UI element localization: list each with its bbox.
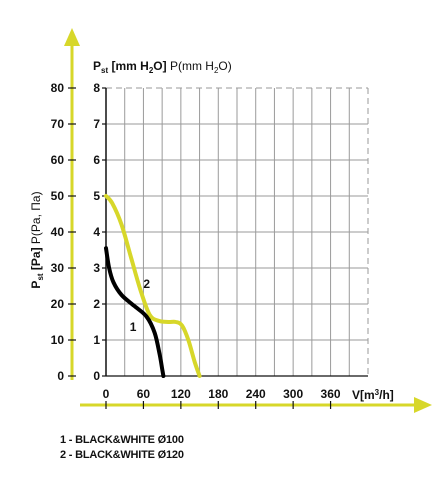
y-tick-label-mmh2o: 2 [93, 297, 100, 311]
legend: 1 - BLACK&WHITE Ø100 2 - BLACK&WHITE Ø12… [60, 434, 184, 461]
y-tick-label-mmh2o: 7 [93, 117, 100, 131]
series-2-line [104, 194, 202, 378]
x-axis-arrow-icon [414, 397, 432, 413]
x-tick-label: 180 [208, 387, 228, 401]
y-tick-label-mmh2o: 6 [93, 153, 100, 167]
x-tick-label: 360 [321, 387, 341, 401]
y-tick-label-pa: 60 [51, 153, 65, 167]
y-tick-label-mmh2o: 0 [93, 369, 100, 383]
y-tick-label-mmh2o: 8 [93, 81, 100, 95]
y-tick-label-pa: 0 [57, 369, 64, 383]
legend-item-2: 2 - BLACK&WHITE Ø120 [60, 449, 184, 461]
y-tick-label-pa: 80 [51, 81, 65, 95]
y-tick-label-mmh2o: 1 [93, 333, 100, 347]
series: 12 [104, 194, 202, 378]
series-2-label: 2 [143, 277, 150, 291]
x-tick-label: 240 [246, 387, 266, 401]
axes [64, 28, 432, 413]
series-1-line [104, 246, 166, 378]
y-axis-title-mmh2o: Pst [mm H2O] P(mm H2O) [93, 59, 232, 75]
series-1-label: 1 [130, 320, 137, 334]
y-tick-label-mmh2o: 5 [93, 189, 100, 203]
y-tick-label-mmh2o: 3 [93, 261, 100, 275]
y-tick-label-pa: 30 [51, 261, 65, 275]
x-axis-title: V[m3/h] [352, 388, 394, 402]
y-tick-label-pa: 50 [51, 189, 65, 203]
legend-item-1: 1 - BLACK&WHITE Ø100 [60, 434, 184, 446]
x-tick-label: 0 [103, 387, 110, 401]
y-tick-label-pa: 10 [51, 333, 65, 347]
y-tick-label-pa: 20 [51, 297, 65, 311]
x-tick-label: 300 [283, 387, 303, 401]
grid [106, 87, 369, 376]
x-tick-label: 60 [137, 387, 151, 401]
y-tick-label-pa: 40 [51, 225, 65, 239]
y-axis-title-pa: Pst [Pa] P(Pa, Па) [29, 191, 45, 288]
y-axis-arrow-icon [64, 28, 80, 46]
y-tick-label-mmh2o: 4 [93, 225, 100, 239]
y-tick-label-pa: 70 [51, 117, 65, 131]
x-tick-label: 120 [171, 387, 191, 401]
